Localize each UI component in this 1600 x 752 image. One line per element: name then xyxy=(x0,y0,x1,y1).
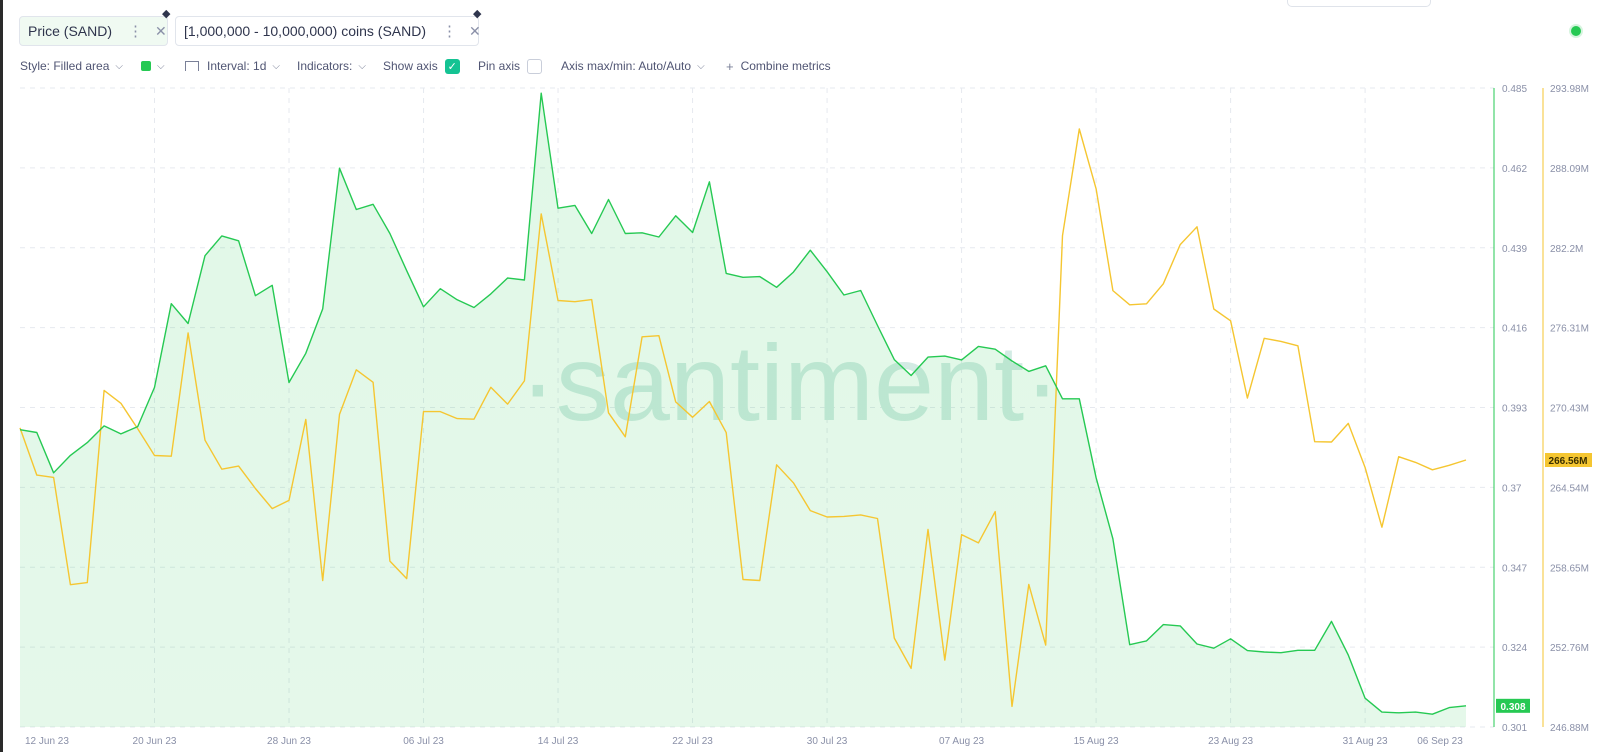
close-icon[interactable]: ✕ xyxy=(469,22,481,39)
holders-last-value-badge xyxy=(1545,453,1592,468)
y-tick-label-left: 0.324 xyxy=(1502,643,1527,654)
pin-axis-label: Pin axis xyxy=(478,59,521,73)
checkbox-checked-icon[interactable]: ✓ xyxy=(444,58,460,74)
close-icon[interactable]: ✕ xyxy=(155,22,167,39)
y-tick-label-left: 0.485 xyxy=(1502,84,1527,95)
metric-tag-price[interactable]: Price (SAND) ⋮ ✕ xyxy=(19,16,168,46)
chart-toolbar: Style: Filled area ⌵ ⌵ Interval: 1d ⌵ Indi… xyxy=(20,57,831,75)
combine-metrics-button[interactable]: + Combine metrics xyxy=(726,59,831,74)
axis-maxmin-select[interactable]: Axis max/min: Auto/Auto ⌵ xyxy=(561,59,726,73)
axis-maxmin-label: Axis max/min: Auto/Auto xyxy=(561,59,692,73)
metric-label: [1,000,000 - 10,000,000) coins (SAND) xyxy=(184,23,427,39)
interval-label: Interval: 1d xyxy=(207,59,267,73)
y-tick-label-left: 0.462 xyxy=(1502,164,1527,175)
price-area-fill xyxy=(20,93,1466,727)
y-tick-label-right: 288.09M xyxy=(1550,164,1589,175)
style-select[interactable]: Style: Filled area ⌵ xyxy=(20,59,141,73)
x-tick-label: 20 Jun 23 xyxy=(133,736,177,747)
x-tick-label: 30 Jul 23 xyxy=(807,736,848,747)
show-axis-toggle[interactable]: Show axis ✓ xyxy=(383,58,478,74)
y-tick-label-right: 264.54M xyxy=(1550,483,1589,494)
y-tick-label-left: 0.439 xyxy=(1502,244,1527,255)
x-tick-label: 22 Jul 23 xyxy=(672,736,713,747)
plus-icon: + xyxy=(726,58,734,74)
y-tick-label-right: 252.76M xyxy=(1550,643,1589,654)
ethereum-icon: ◆ xyxy=(162,8,171,20)
combine-metrics-label: Combine metrics xyxy=(740,59,831,73)
more-vert-icon[interactable]: ⋮ xyxy=(442,23,458,40)
y-tick-label-right: 246.88M xyxy=(1550,723,1589,734)
metric-tag-holders[interactable]: [1,000,000 - 10,000,000) coins (SAND) ⋮ … xyxy=(175,16,481,46)
y-tick-label-right: 293.98M xyxy=(1550,84,1589,95)
chevron-down-icon: ⌵ xyxy=(272,60,280,72)
chevron-down-icon: ⌵ xyxy=(697,60,705,72)
price-last-value-badge xyxy=(1496,698,1530,713)
x-tick-label: 23 Aug 23 xyxy=(1208,736,1253,747)
y-tick-label-right: 258.65M xyxy=(1550,563,1589,574)
y-tick-label-right: 270.43M xyxy=(1550,404,1589,415)
price-series-line xyxy=(19,92,1467,715)
price-last-value-label: 0.308 xyxy=(1500,702,1525,713)
chevron-down-icon: ⌵ xyxy=(157,60,165,72)
color-select[interactable]: ⌵ xyxy=(141,61,185,72)
series-layer xyxy=(19,92,1467,715)
chevron-down-icon: ⌵ xyxy=(115,60,123,72)
y-tick-label-left: 0.393 xyxy=(1502,404,1527,415)
holders-last-value-label: 266.56M xyxy=(1549,456,1588,467)
show-axis-label: Show axis xyxy=(383,59,438,73)
y-tick-label-right: 276.31M xyxy=(1550,324,1589,335)
ethereum-icon: ◆ xyxy=(473,8,482,20)
holders-series-line xyxy=(19,128,1467,708)
x-tick-label: 07 Aug 23 xyxy=(939,736,984,747)
status-dot xyxy=(1571,26,1581,36)
y-tick-label-left: 0.37 xyxy=(1502,483,1522,494)
x-tick-label: 06 Sep 23 xyxy=(1417,736,1463,747)
metric-label: Price (SAND) xyxy=(28,23,113,39)
y-tick-label-left: 0.416 xyxy=(1502,324,1527,335)
chevron-down-icon: ⌵ xyxy=(358,60,366,72)
interval-icon xyxy=(185,61,199,71)
indicators-label: Indicators: xyxy=(297,59,353,73)
y-tick-label-left: 0.347 xyxy=(1502,563,1527,574)
x-tick-label: 28 Jun 23 xyxy=(267,736,311,747)
top-dropdown[interactable] xyxy=(1287,0,1431,7)
color-swatch xyxy=(141,61,151,71)
x-tick-label: 06 Jul 23 xyxy=(403,736,444,747)
more-vert-icon[interactable]: ⋮ xyxy=(128,23,144,40)
x-tick-label: 12 Jun 23 xyxy=(25,736,69,747)
x-tick-label: 31 Aug 23 xyxy=(1343,736,1388,747)
window-edge xyxy=(0,0,3,752)
y-tick-label-left: 0.301 xyxy=(1502,723,1527,734)
style-label: Style: Filled area xyxy=(20,59,110,73)
axis-labels: 0.485 293.98M 0.462 288.09M 0.439 282.2M 0.416… xyxy=(25,84,1592,747)
checkbox-unchecked-icon[interactable] xyxy=(527,58,543,74)
x-tick-label: 15 Aug 23 xyxy=(1074,736,1119,747)
x-tick-label: 14 Jul 23 xyxy=(538,736,579,747)
y-tick-label-right: 282.2M xyxy=(1550,244,1583,255)
interval-select[interactable]: Interval: 1d ⌵ xyxy=(185,59,297,73)
pin-axis-toggle[interactable]: Pin axis xyxy=(478,58,561,74)
indicators-select[interactable]: Indicators: ⌵ xyxy=(297,59,383,73)
